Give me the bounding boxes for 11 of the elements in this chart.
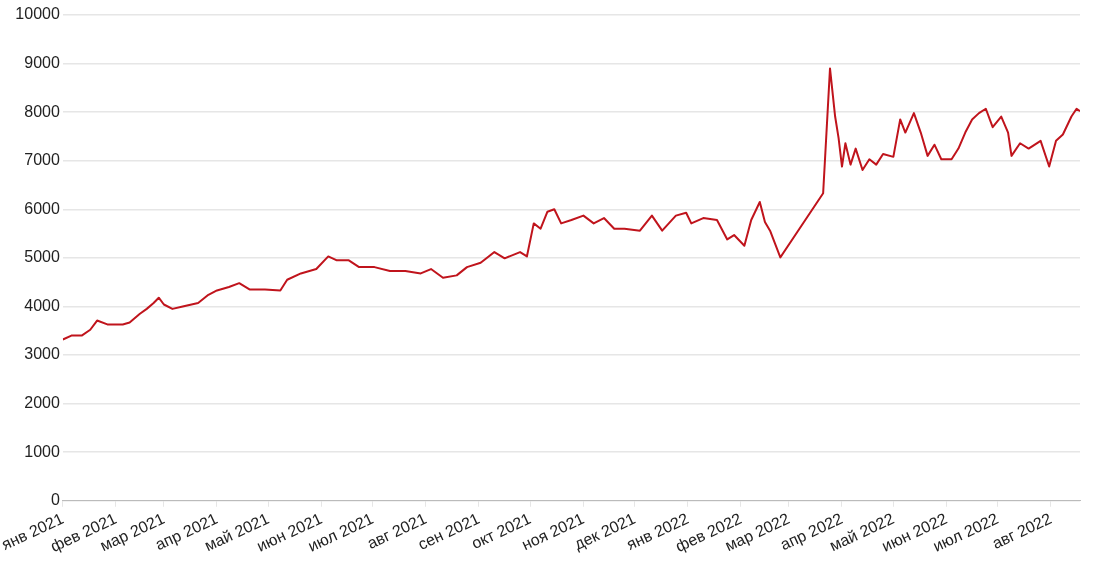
y-tick-label: 3000 bbox=[24, 345, 60, 363]
y-tick-label: 1000 bbox=[24, 442, 60, 460]
y-tick-label: 9000 bbox=[24, 53, 60, 71]
y-tick-label: 4000 bbox=[24, 296, 60, 314]
y-tick-label: 0 bbox=[50, 491, 60, 509]
y-tick-label: 5000 bbox=[24, 248, 60, 266]
y-tick-label: 8000 bbox=[24, 102, 60, 120]
y-tick-label: 10000 bbox=[15, 5, 60, 23]
y-tick-label: 6000 bbox=[24, 199, 60, 217]
y-tick-label: 7000 bbox=[24, 151, 60, 169]
y-tick-label: 2000 bbox=[24, 394, 60, 412]
